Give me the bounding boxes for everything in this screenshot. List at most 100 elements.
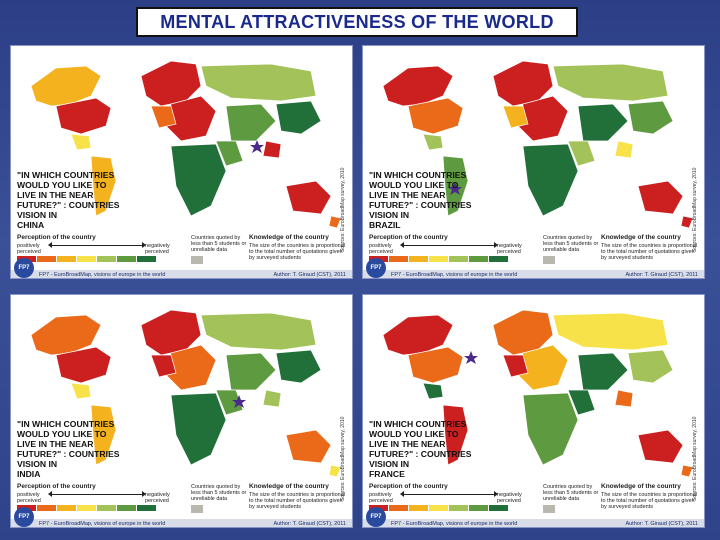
map-legend: Perception of the country positively per… <box>15 483 345 517</box>
legend-swatch <box>137 505 156 511</box>
world-cartogram-map <box>30 60 342 229</box>
project-logo: FP7 <box>366 507 386 527</box>
legend-swatch <box>77 505 96 511</box>
surveyed-country-star <box>464 351 478 364</box>
project-logo: FP7 <box>14 507 34 527</box>
legend-positive-label: positively perceived <box>17 492 41 504</box>
legend-swatch <box>469 256 488 262</box>
legend-knowledge-text: The size of the countries is proportiona… <box>601 492 697 510</box>
project-logo: FP7 <box>366 258 386 278</box>
project-label: FP7 - EuroBroadMap, visions of europe in… <box>391 272 518 278</box>
legend-knowledge-title: Knowledge of the country <box>249 483 329 490</box>
caption-country: CHINA <box>17 220 45 230</box>
cartogram-panel-brazil: "IN WHICH COUNTRIES WOULD YOU LIKE TO LI… <box>362 45 705 279</box>
legend-knowledge-text: The size of the countries is proportiona… <box>249 243 345 261</box>
panel-caption: "IN WHICH COUNTRIES WOULD YOU LIKE TO LI… <box>369 170 479 230</box>
surveyed-country-star <box>232 395 246 408</box>
world-cartogram-map <box>382 309 694 478</box>
legend-swatch <box>117 256 136 262</box>
legend-unreliable-label: Countries quoted by less than 5 students… <box>543 484 599 502</box>
legend-positive-label: positively perceived <box>369 492 393 504</box>
author-credit: Author: T. Giraud (CST), 2011 <box>625 521 698 527</box>
legend-knowledge-text: The size of the countries is proportiona… <box>601 243 697 261</box>
legend-swatch <box>117 505 136 511</box>
legend-color-scale <box>17 505 156 511</box>
legend-unreliable-swatch <box>543 256 555 264</box>
slide-title: MENTAL ATTRACTIVENESS OF THE WORLD <box>136 7 578 37</box>
legend-color-scale <box>369 256 508 262</box>
author-credit: Author: T. Giraud (CST), 2011 <box>273 272 346 278</box>
cartogram-panel-china: "IN WHICH COUNTRIES WOULD YOU LIKE TO LI… <box>10 45 353 279</box>
world-cartogram-map <box>30 309 342 478</box>
legend-positive-label: positively perceived <box>369 243 393 255</box>
legend-swatch <box>97 256 116 262</box>
surveyed-country-star <box>448 182 462 195</box>
legend-negative-label: negatively perceived <box>145 492 170 504</box>
legend-swatch <box>77 256 96 262</box>
legend-swatch <box>57 505 76 511</box>
world-cartogram-map <box>382 60 694 229</box>
legend-knowledge-title: Knowledge of the country <box>249 234 329 241</box>
legend-swatch <box>449 505 468 511</box>
legend-negative-label: negatively perceived <box>497 492 522 504</box>
panel-caption: "IN WHICH COUNTRIES WOULD YOU LIKE TO LI… <box>369 419 479 479</box>
legend-perception-title: Perception of the country <box>17 234 96 241</box>
legend-swatch <box>137 256 156 262</box>
surveyed-country-star <box>250 140 264 153</box>
legend-swatch <box>469 505 488 511</box>
legend-double-arrow <box>400 242 498 248</box>
legend-swatch <box>389 256 408 262</box>
legend-double-arrow <box>48 491 146 497</box>
project-label: FP7 - EuroBroadMap, visions of europe in… <box>39 521 166 527</box>
legend-unreliable-swatch <box>191 505 203 513</box>
project-logo: FP7 <box>14 258 34 278</box>
legend-color-scale <box>17 256 156 262</box>
legend-unreliable-swatch <box>191 256 203 264</box>
legend-swatch <box>57 256 76 262</box>
author-credit: Author: T. Giraud (CST), 2011 <box>625 272 698 278</box>
map-legend: Perception of the country positively per… <box>15 234 345 268</box>
legend-unreliable-swatch <box>543 505 555 513</box>
legend-swatch <box>97 505 116 511</box>
map-legend: Perception of the country positively per… <box>367 483 697 517</box>
legend-perception-title: Perception of the country <box>369 483 448 490</box>
legend-swatch <box>489 505 508 511</box>
legend-knowledge-title: Knowledge of the country <box>601 483 681 490</box>
caption-question: "IN WHICH COUNTRIES WOULD YOU LIKE TO LI… <box>369 419 472 469</box>
caption-country: INDIA <box>17 469 41 479</box>
legend-swatch <box>37 256 56 262</box>
legend-unreliable-label: Countries quoted by less than 5 students… <box>191 235 247 253</box>
legend-negative-label: negatively perceived <box>497 243 522 255</box>
panel-footer: FP7 FP7 - EuroBroadMap, visions of europ… <box>363 507 704 527</box>
author-credit: Author: T. Giraud (CST), 2011 <box>273 521 346 527</box>
project-label: FP7 - EuroBroadMap, visions of europe in… <box>391 521 518 527</box>
legend-swatch <box>489 256 508 262</box>
caption-question: "IN WHICH COUNTRIES WOULD YOU LIKE TO LI… <box>17 170 120 220</box>
legend-negative-label: negatively perceived <box>145 243 170 255</box>
caption-question: "IN WHICH COUNTRIES WOULD YOU LIKE TO LI… <box>369 170 472 220</box>
legend-double-arrow <box>48 242 146 248</box>
legend-swatch <box>37 505 56 511</box>
legend-swatch <box>449 256 468 262</box>
legend-knowledge-text: The size of the countries is proportiona… <box>249 492 345 510</box>
panel-caption: "IN WHICH COUNTRIES WOULD YOU LIKE TO LI… <box>17 419 127 479</box>
legend-color-scale <box>369 505 508 511</box>
legend-perception-title: Perception of the country <box>369 234 448 241</box>
legend-positive-label: positively perceived <box>17 243 41 255</box>
legend-swatch <box>429 256 448 262</box>
legend-unreliable-label: Countries quoted by less than 5 students… <box>191 484 247 502</box>
panel-footer: FP7 FP7 - EuroBroadMap, visions of europ… <box>11 507 352 527</box>
legend-knowledge-title: Knowledge of the country <box>601 234 681 241</box>
legend-swatch <box>389 505 408 511</box>
cartogram-panel-india: "IN WHICH COUNTRIES WOULD YOU LIKE TO LI… <box>10 294 353 528</box>
panel-footer: FP7 FP7 - EuroBroadMap, visions of europ… <box>363 258 704 278</box>
caption-question: "IN WHICH COUNTRIES WOULD YOU LIKE TO LI… <box>17 419 120 469</box>
caption-country: FRANCE <box>369 469 405 479</box>
legend-unreliable-label: Countries quoted by less than 5 students… <box>543 235 599 253</box>
project-label: FP7 - EuroBroadMap, visions of europe in… <box>39 272 166 278</box>
legend-perception-title: Perception of the country <box>17 483 96 490</box>
caption-country: BRAZIL <box>369 220 401 230</box>
legend-swatch <box>409 256 428 262</box>
cartogram-panel-france: "IN WHICH COUNTRIES WOULD YOU LIKE TO LI… <box>362 294 705 528</box>
legend-double-arrow <box>400 491 498 497</box>
